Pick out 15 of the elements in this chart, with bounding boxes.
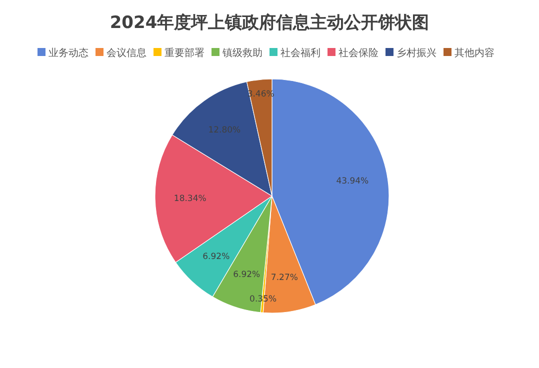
legend-label: 社会保险 [338,47,378,59]
data-label: 6.92% [202,252,230,262]
data-label: 18.34% [174,194,206,204]
chart-title: 2024年度坪上镇政府信息主动公开饼状图 [110,13,430,33]
data-label: 43.94% [336,176,369,186]
data-label: 6.92% [233,270,260,280]
legend-label: 会议信息 [106,47,146,59]
legend-label: 其他内容 [454,47,494,59]
legend-label: 乡村振兴 [396,47,436,59]
data-label: 7.27% [270,272,298,283]
data-label: 12.80% [208,125,241,136]
legend-label: 重要部署 [164,47,204,59]
legend-label: 社会福利 [280,47,320,59]
legend-label: 镇级救助 [222,47,262,59]
legend-label: 业务动态 [48,47,88,59]
